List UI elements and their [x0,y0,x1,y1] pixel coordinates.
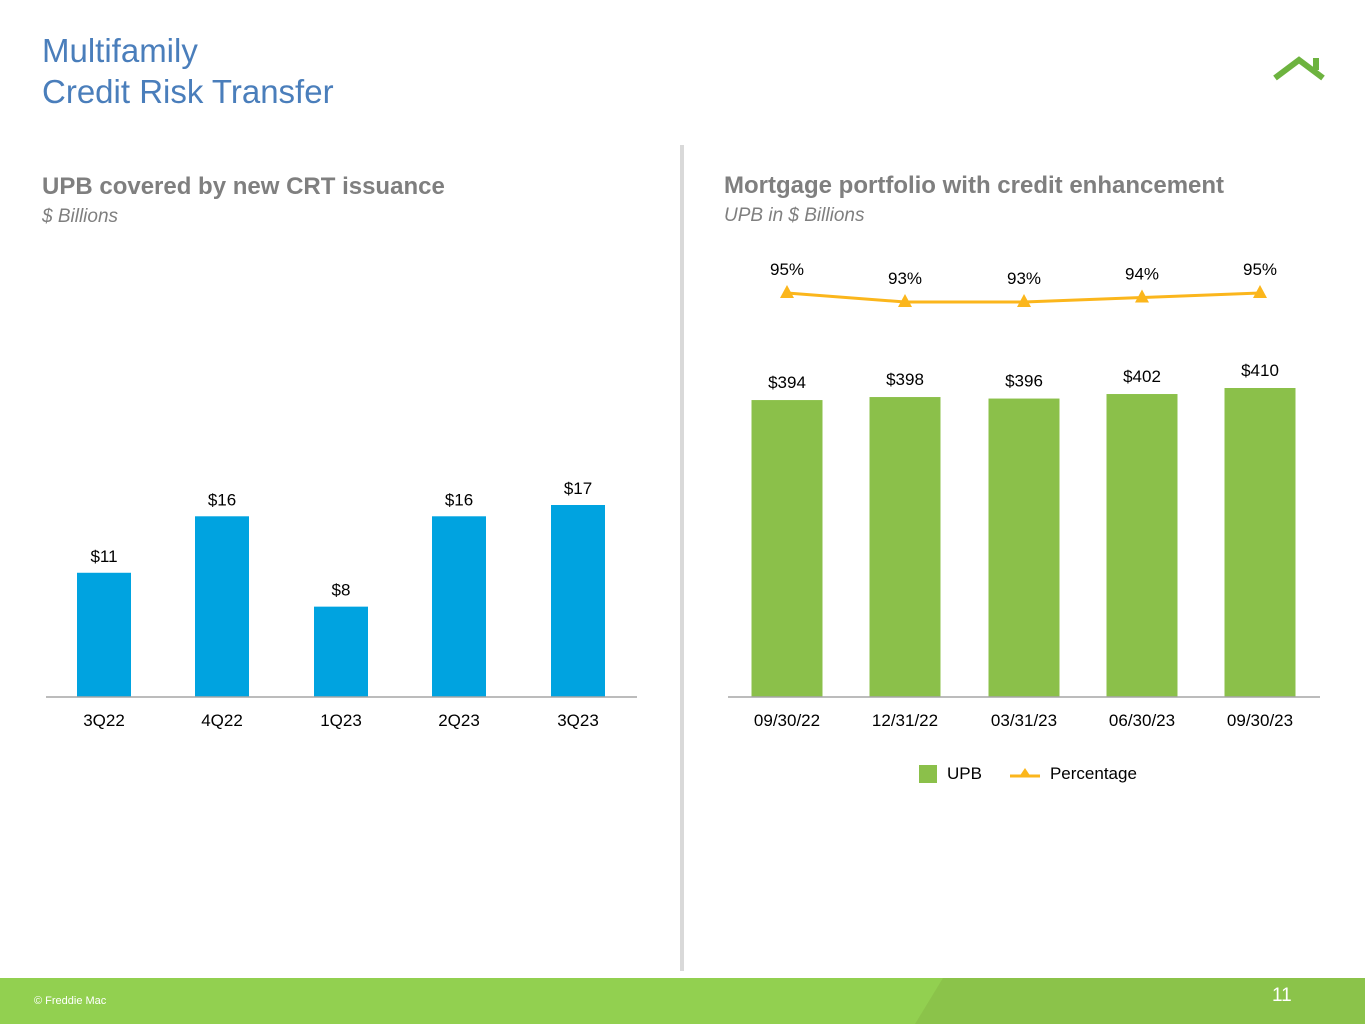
percentage-point-marker [898,294,912,307]
upb-x-tick-label: 09/30/22 [754,711,820,730]
percentage-point-marker [1253,285,1267,298]
page-number: 11 [1272,985,1292,1006]
upb-x-tick-label: 03/31/23 [991,711,1057,730]
crt-x-tick-label: 3Q22 [83,711,125,730]
upb-bar [869,397,941,697]
copyright-text: © Freddie Mac [34,995,107,1007]
percentage-point-marker [1135,289,1149,303]
upb-x-tick-label: 12/31/22 [872,711,938,730]
right-chart-title: Mortgage portfolio with credit enhanceme… [724,172,1225,199]
crt-bar-data-label: $16 [208,490,236,509]
page-title-line2: Credit Risk Transfer [42,73,334,110]
left-chart-subtitle: $ Billions [42,206,119,227]
upb-bar-data-label: $402 [1123,367,1161,386]
percentage-data-label: 94% [1125,265,1159,284]
legend-upb-swatch [919,765,937,783]
house-logo-icon [1273,56,1325,81]
crt-x-tick-label: 4Q22 [201,711,243,730]
crt-bar [432,516,486,697]
upb-bar [988,398,1060,697]
percentage-data-label: 93% [1007,269,1041,288]
upb-bar [1106,394,1178,697]
upb-bar-data-label: $394 [768,373,806,392]
percentage-point-marker [780,285,794,298]
upb-x-tick-label: 06/30/23 [1109,711,1175,730]
percentage-data-label: 93% [888,269,922,288]
crt-x-tick-label: 2Q23 [438,711,480,730]
legend-upb-label: UPB [947,764,982,783]
upb-bar-data-label: $396 [1005,372,1043,391]
upb-bar [1224,388,1296,697]
page-title-line1: Multifamily [42,32,198,69]
upb-bar-data-label: $410 [1241,361,1279,380]
crt-bar [551,505,605,697]
panel-divider [680,145,684,971]
page-title: Multifamily Credit Risk Transfer [42,30,334,112]
crt-bar-data-label: $16 [445,490,473,509]
crt-bar [77,572,131,697]
crt-bar-data-label: $8 [332,581,351,600]
upb-bar-data-label: $398 [886,370,924,389]
chart-legend: UPB Percentage [919,764,1137,784]
crt-x-tick-label: 3Q23 [557,711,599,730]
right-chart-subtitle: UPB in $ Billions [724,205,865,226]
crt-bar [195,516,249,697]
legend-percentage-label: Percentage [1049,764,1137,783]
crt-bar [314,606,368,697]
crt-x-tick-label: 1Q23 [320,711,362,730]
legend-percentage-line-icon [1009,768,1040,778]
footer-accent [915,978,1365,1024]
crt-bar-data-label: $17 [564,479,592,498]
percentage-point-marker [1017,294,1031,307]
left-chart-title: UPB covered by new CRT issuance [42,173,445,200]
percentage-data-label: 95% [770,260,804,279]
upb-x-tick-label: 09/30/23 [1227,711,1293,730]
crt-bar-data-label: $11 [90,547,117,566]
percentage-data-label: 95% [1243,260,1277,279]
upb-bar [751,400,823,697]
